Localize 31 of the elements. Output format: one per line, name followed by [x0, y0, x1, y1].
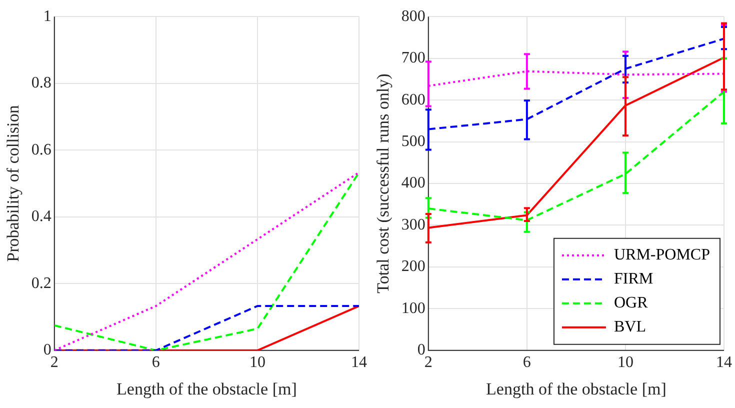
- y-tick-label: 0.4: [31, 208, 52, 226]
- legend-label: FIRM: [614, 270, 654, 288]
- y-tick-label: 800: [401, 8, 426, 25]
- legend-label: URM-POMCP: [614, 246, 710, 264]
- y-tick-label: 0: [417, 342, 426, 359]
- y-tick-label: 400: [401, 174, 426, 192]
- y-tick-label: 100: [401, 300, 426, 317]
- y-tick-label: 0.2: [31, 274, 52, 292]
- y-tick-label: 300: [401, 216, 426, 234]
- x-tick-label: 14: [351, 354, 367, 372]
- y-axis-title: Total cost (successful runs only): [374, 74, 393, 294]
- y-tick-label: 0.8: [31, 74, 52, 92]
- x-tick-label: 10: [249, 354, 266, 372]
- x-tick-label: 10: [617, 354, 634, 372]
- x-tick-label: 14: [716, 354, 732, 372]
- y-tick-label: 500: [401, 132, 426, 150]
- y-axis-title: Probability of collision: [4, 104, 23, 262]
- y-tick-label: 600: [401, 91, 426, 108]
- legend-label: OGR: [614, 294, 648, 312]
- y-tick-label: 200: [401, 258, 426, 276]
- y-tick-label: 1: [43, 8, 52, 25]
- x-tick-label: 2: [424, 354, 432, 372]
- x-axis-title: Length of the obstacle [m]: [486, 379, 666, 398]
- y-tick-label: 0: [43, 342, 52, 359]
- x-tick-label: 6: [522, 354, 531, 372]
- y-tick-label: 700: [401, 50, 426, 67]
- y-tick-label: 0.6: [31, 141, 52, 158]
- x-axis-title: Length of the obstacle [m]: [116, 379, 297, 398]
- x-tick-label: 6: [152, 354, 160, 372]
- legend-label: BVL: [614, 318, 646, 336]
- x-tick-label: 2: [50, 354, 58, 372]
